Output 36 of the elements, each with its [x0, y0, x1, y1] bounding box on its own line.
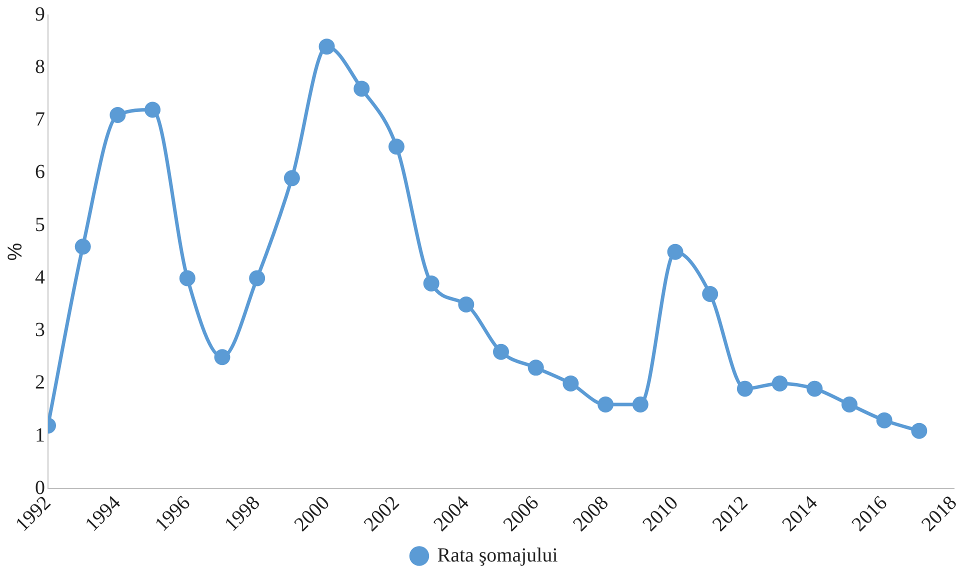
y-tick-label: 9: [35, 3, 45, 26]
y-tick-label: 8: [35, 56, 45, 78]
point: [354, 80, 370, 97]
point: [318, 38, 335, 55]
point: [598, 396, 614, 413]
point: [144, 102, 161, 118]
y-tick-label: 2: [35, 372, 45, 394]
point: [876, 412, 892, 428]
y-tick-label: 1: [35, 424, 45, 446]
point: [493, 344, 510, 360]
y-axis-title: %: [4, 242, 27, 261]
y-tick-label: 6: [35, 161, 45, 184]
point: [667, 244, 684, 260]
point: [74, 238, 91, 255]
point: [632, 396, 648, 413]
legend-label: Rata şomajului: [437, 544, 558, 566]
point: [388, 138, 404, 155]
point: [284, 170, 300, 186]
point: [458, 296, 474, 313]
point: [562, 375, 579, 392]
y-tick-label: 5: [35, 214, 45, 236]
point: [528, 360, 544, 376]
point: [772, 375, 788, 392]
point: [179, 270, 196, 286]
point: [110, 107, 126, 124]
point: [806, 380, 823, 397]
point: [911, 422, 928, 439]
point: [423, 275, 440, 292]
point: [214, 349, 230, 366]
point: [841, 396, 858, 413]
point: [249, 270, 266, 286]
y-tick-label: 7: [35, 108, 45, 131]
y-tick-label: 3: [35, 319, 45, 342]
point: [702, 286, 718, 302]
y-tick-label: 4: [35, 266, 45, 288]
point: [736, 380, 753, 397]
